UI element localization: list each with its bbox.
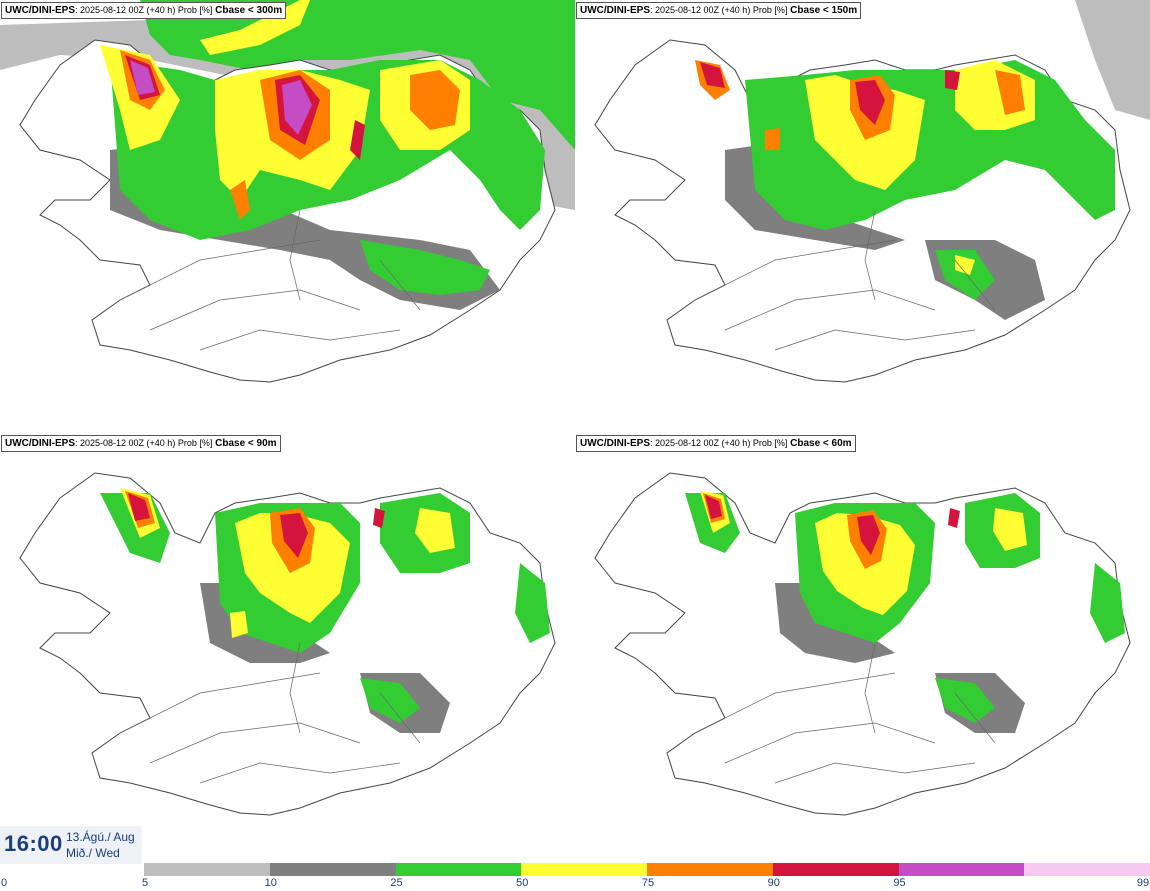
rivers-lines [119,642,421,784]
panel-title: UWC/DINI-EPS: 2025-08-12 00Z (+40 h) Pro… [1,435,281,452]
run-meta: : 2025-08-12 00Z (+40 h) Prob [%] [650,438,788,448]
panel-title: UWC/DINI-EPS: 2025-08-12 00Z (+40 h) Pro… [576,435,856,452]
map-panel-60m: UWC/DINI-EPS: 2025-08-12 00Z (+40 h) Pro… [575,433,1150,866]
rivers-lines [119,209,421,351]
map-60m [575,433,1150,866]
colorbar-segment [269,863,396,876]
colorbar-tick-label: 95 [893,877,906,889]
sea-gray-field [1075,0,1150,120]
run-meta: : 2025-08-12 00Z (+40 h) Prob [%] [650,5,788,15]
colorbar-segment [395,863,522,876]
colorbar-tick-label: 99 [1136,877,1150,889]
colorbar-segment [647,863,773,876]
colorbar-segment [898,863,1025,876]
model-label: UWC/DINI-EPS [580,438,650,449]
map-90m [0,433,575,866]
run-meta: : 2025-08-12 00Z (+40 h) Prob [%] [75,438,213,448]
colorbar-segment [772,863,899,876]
valid-time: 16:00 [4,831,63,856]
model-label: UWC/DINI-EPS [5,438,75,449]
map-panel-150m: UWC/DINI-EPS: 2025-08-12 00Z (+40 h) Pro… [575,0,1150,433]
red-zone [125,55,365,160]
valid-date-line1: 13.Ágú./ Aug [66,830,135,844]
colorbar-segment [1024,863,1150,876]
variable-label: Cbase < 150m [790,5,858,16]
green-zone [685,493,1125,723]
panel-title: UWC/DINI-EPS: 2025-08-12 00Z (+40 h) Pro… [1,2,287,19]
model-label: UWC/DINI-EPS [580,5,650,16]
rivers-lines [694,642,996,784]
colorbar-segment [144,863,270,876]
colorbar-tick-label: 10 [264,877,277,889]
colorbar-tick-label: 75 [641,877,655,889]
colorbar-segment [521,863,647,876]
valid-date-line2: Mið./ Wed [66,846,120,860]
orange-zone [125,491,315,573]
variable-label: Cbase < 90m [215,438,277,449]
colorbar-tick-label: 90 [767,877,780,889]
colorbar-tick-label: 0 [0,877,8,889]
colorbar-tick-label: 50 [516,877,529,889]
rivers-lines [694,209,996,351]
orange-zone [703,493,887,569]
run-meta: : 2025-08-12 00Z (+40 h) Prob [%] [75,5,213,15]
magenta-zone [130,60,312,135]
model-label: UWC/DINI-EPS [5,5,75,16]
panel-title: UWC/DINI-EPS: 2025-08-12 00Z (+40 h) Pro… [576,2,862,19]
map-300m [0,0,575,433]
green-zone-south [360,240,490,295]
map-150m [575,0,1150,433]
variable-label: Cbase < 60m [790,438,852,449]
colorbar-tick-label: 5 [141,877,149,889]
colorbar [144,863,1150,876]
variable-label: Cbase < 300m [215,5,283,16]
map-panel-90m: UWC/DINI-EPS: 2025-08-12 00Z (+40 h) Pro… [0,433,575,866]
map-panel-300m: UWC/DINI-EPS: 2025-08-12 00Z (+40 h) Pro… [0,0,575,433]
valid-time-box [0,826,142,864]
colorbar-tick-label: 25 [390,877,403,889]
